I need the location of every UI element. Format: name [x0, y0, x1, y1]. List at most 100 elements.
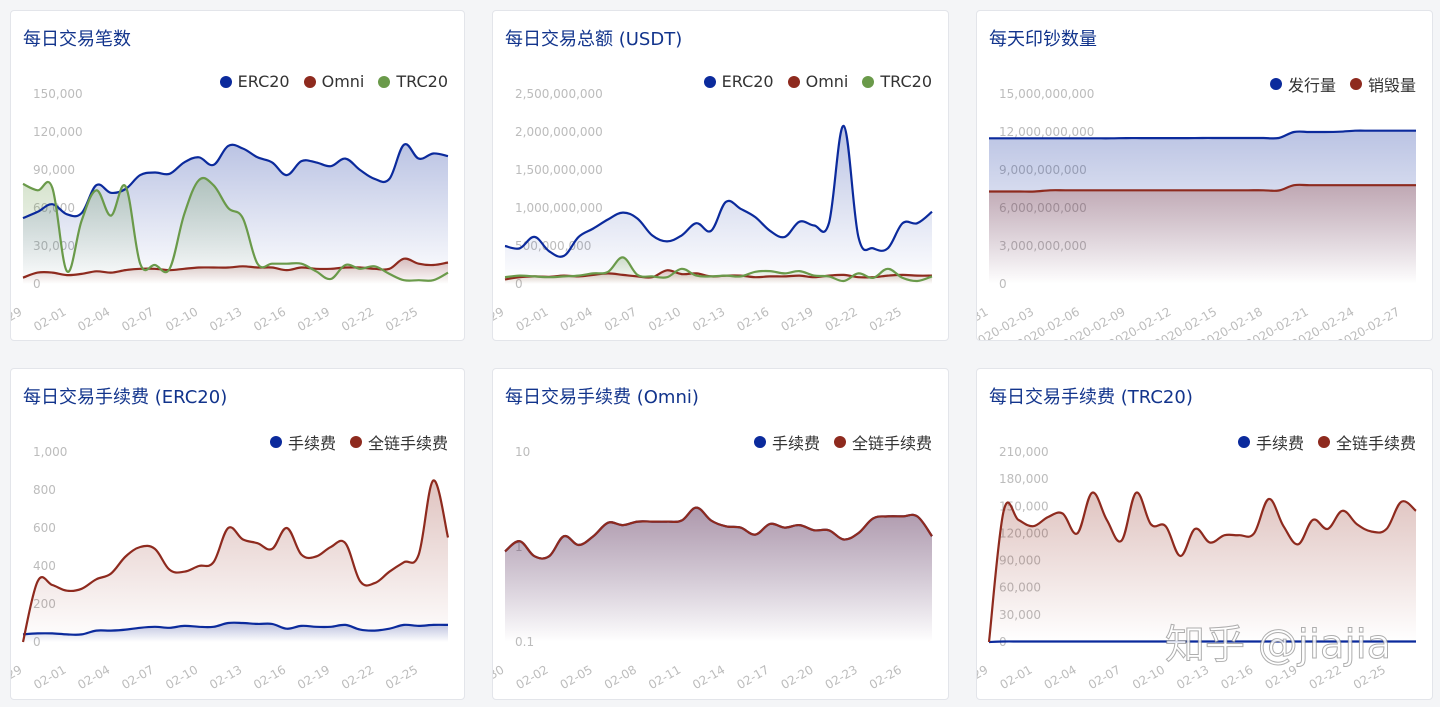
x-tick-label: 02-07 — [119, 662, 156, 692]
series-line — [504, 124, 933, 258]
legend-label: 全链手续费 — [1335, 434, 1416, 453]
legend-dot-icon — [219, 75, 232, 88]
legend-item[interactable]: ERC20 — [219, 72, 290, 91]
x-tick-label: 01-29 — [977, 662, 991, 692]
chart-svg: 030,00060,00090,000120,000150,00001-2902… — [11, 87, 449, 334]
x-tick-label: 02-11 — [646, 662, 683, 692]
x-tick-label: 02-16 — [1218, 662, 1255, 692]
x-tick-label: 02-07 — [1086, 662, 1123, 692]
legend-label: 手续费 — [771, 434, 820, 453]
chart-title: 每日交易手续费 (Omni) — [505, 387, 699, 408]
legend-item[interactable]: 手续费 — [753, 430, 820, 454]
legend-label: ERC20 — [721, 72, 774, 91]
x-tick-label: 02-25 — [383, 304, 420, 334]
series-area — [505, 507, 932, 642]
x-tick-label: 02-22 — [339, 662, 376, 692]
legend-label: TRC20 — [880, 72, 932, 91]
x-tick-label: 02-19 — [295, 304, 332, 334]
series-area — [505, 125, 932, 284]
chart-svg: 02004006008001,00001-2902-0102-0402-0702… — [11, 445, 450, 692]
legend-item[interactable]: 销毁量 — [1349, 72, 1416, 96]
dashboard-grid: 每日交易笔数030,00060,00090,000120,000150,0000… — [10, 10, 1433, 700]
y-tick-label: 2,500,000,000 — [515, 87, 603, 101]
x-tick-label: 02-01 — [513, 304, 550, 334]
y-tick-label: 2,000,000,000 — [515, 125, 603, 139]
x-tick-label: 02-22 — [1307, 662, 1344, 692]
series-line — [21, 479, 450, 643]
x-tick-label: 02-19 — [295, 662, 332, 692]
chart-svg: 030,00060,00090,000120,000150,000180,000… — [977, 445, 1417, 692]
chart-card-fee-trc20: 每日交易手续费 (TRC20) 030,00060,00090,000120,00… — [976, 368, 1433, 700]
legend-dot-icon — [787, 75, 800, 88]
legend-item[interactable]: Omni — [303, 72, 365, 91]
x-tick-label: 02-07 — [602, 304, 639, 334]
x-tick-label: 02-16 — [734, 304, 771, 334]
y-tick-label: 90,000 — [33, 163, 75, 177]
x-tick-label: 02-01 — [31, 304, 68, 334]
x-tick-label: 02-10 — [163, 662, 200, 692]
y-tick-label: 1,000,000,000 — [515, 201, 603, 215]
chart-svg: 0.111001-3002-0202-0502-0802-1102-1402-1… — [493, 445, 933, 692]
x-tick-label: 02-22 — [339, 304, 376, 334]
series-area — [989, 184, 1416, 284]
x-tick-label: 02-01 — [31, 662, 68, 692]
legend-item[interactable]: 发行量 — [1269, 72, 1336, 96]
x-tick-label: 02-10 — [646, 304, 683, 334]
legend-label: 手续费 — [287, 434, 336, 453]
legend-item[interactable]: 手续费 — [269, 430, 336, 454]
x-tick-label: 01-30 — [493, 662, 507, 692]
x-tick-label: 02-10 — [163, 304, 200, 334]
chart-card-daily-mint: 每天印钞数量 03,000,000,0006,000,000,0009,000,0… — [976, 10, 1433, 341]
series-line — [988, 183, 1416, 193]
legend-item[interactable]: Omni — [787, 72, 849, 91]
legend-dot-icon — [862, 75, 875, 88]
legend-label: Omni — [321, 72, 365, 91]
chart-title: 每日交易手续费 (TRC20) — [989, 387, 1193, 408]
legend-item[interactable]: TRC20 — [862, 72, 932, 91]
legend-item[interactable]: 全链手续费 — [833, 430, 932, 454]
legend-label: TRC20 — [396, 72, 448, 91]
x-tick-label: 02-07 — [119, 304, 156, 334]
x-tick-label: 02-13 — [690, 304, 727, 334]
legend-dot-icon — [753, 436, 766, 448]
series-line — [22, 143, 449, 220]
series-area — [23, 480, 448, 642]
x-tick-label: 02-08 — [602, 662, 639, 692]
x-tick-label: 02-01 — [997, 662, 1034, 692]
series-line — [504, 506, 933, 560]
chart-svg: 0500,000,0001,000,000,0001,500,000,0002,… — [493, 87, 933, 334]
legend-dot-icon — [378, 75, 391, 88]
legend-label: Omni — [805, 72, 849, 91]
x-tick-label: 02-23 — [823, 662, 860, 692]
x-tick-label: 02-25 — [383, 662, 420, 692]
x-tick-label: 02-26 — [867, 662, 904, 692]
legend-item[interactable]: 全链手续费 — [349, 430, 448, 454]
y-tick-label: 12,000,000,000 — [999, 125, 1094, 139]
x-tick-label: 02-04 — [1042, 662, 1079, 692]
y-tick-label: 150,000 — [33, 87, 83, 101]
y-tick-label: 120,000 — [33, 125, 83, 139]
legend-dot-icon — [833, 436, 846, 448]
y-tick-label: 180,000 — [999, 472, 1049, 486]
x-tick-label: 02-19 — [779, 304, 816, 334]
series-line — [22, 176, 449, 282]
x-tick-label: 02-17 — [734, 662, 771, 692]
x-tick-label: 02-16 — [251, 662, 288, 692]
chart-legend: ERC20 Omni TRC20 — [703, 72, 932, 91]
series-line — [987, 491, 1417, 643]
chart-legend: 手续费 全链手续费 — [753, 430, 932, 454]
legend-label: 全链手续费 — [367, 434, 448, 453]
chart-title: 每日交易总额 (USDT) — [505, 29, 683, 50]
legend-item[interactable]: ERC20 — [703, 72, 774, 91]
y-tick-label: 600 — [33, 521, 56, 535]
x-tick-label: 02-14 — [690, 662, 727, 692]
chart-legend: 发行量 销毁量 — [1269, 72, 1416, 96]
legend-dot-icon — [703, 75, 716, 88]
y-tick-label: 800 — [33, 483, 56, 497]
legend-item[interactable]: 全链手续费 — [1317, 430, 1416, 454]
legend-dot-icon — [303, 75, 316, 88]
legend-item[interactable]: TRC20 — [378, 72, 448, 91]
y-tick-label: 1,000 — [33, 445, 67, 459]
legend-dot-icon — [1269, 78, 1282, 90]
legend-item[interactable]: 手续费 — [1237, 430, 1304, 454]
